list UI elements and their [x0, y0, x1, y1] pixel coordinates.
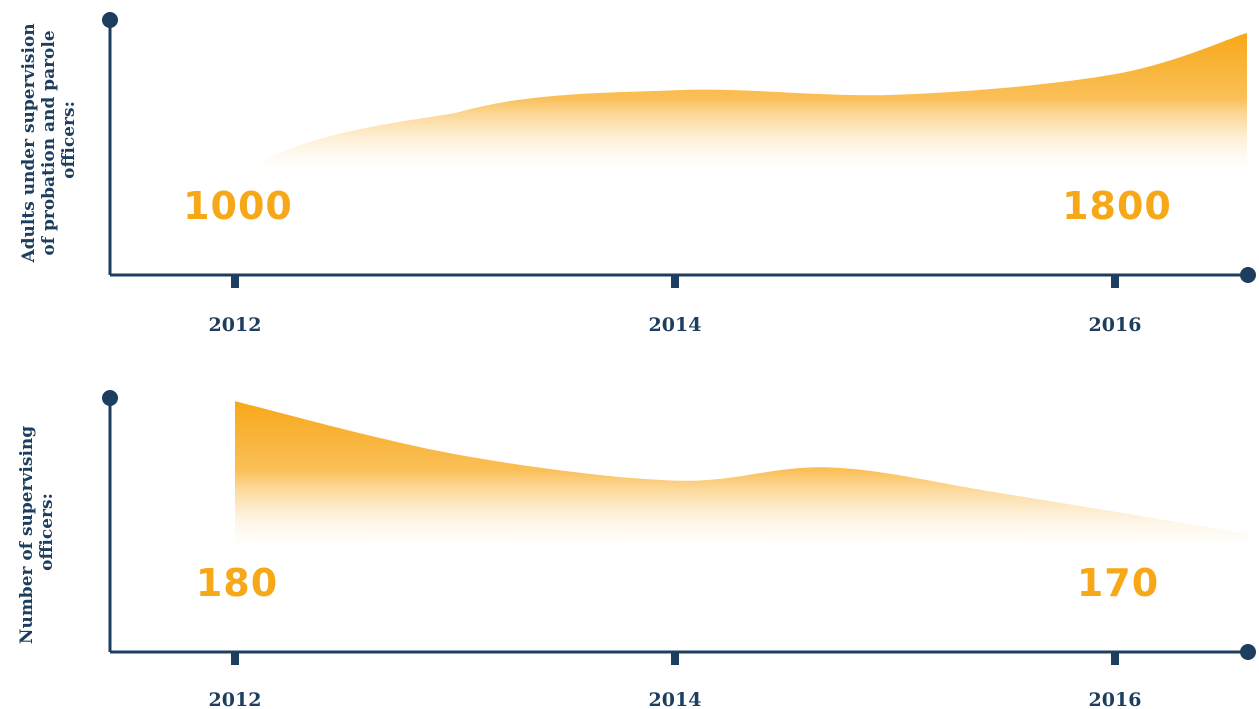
- y-axis-label-line: Adults under supervision: [19, 23, 39, 263]
- start-value-label: 180: [196, 561, 278, 605]
- y-axis-end-dot: [102, 12, 118, 28]
- end-value-label: 170: [1077, 561, 1159, 605]
- start-value-label: 1000: [183, 184, 293, 228]
- x-tick-mark: [1111, 652, 1119, 665]
- y-axis-label-line: officers:: [37, 493, 57, 571]
- x-axis-end-dot: [1240, 267, 1256, 283]
- x-tick-mark: [231, 275, 239, 288]
- x-tick-label: 2012: [209, 689, 262, 709]
- y-axis-label: Number of supervising officers:: [17, 420, 57, 644]
- y-axis-end-dot: [102, 390, 118, 406]
- x-tick-mark: [1111, 275, 1119, 288]
- x-tick-label: 2016: [1089, 689, 1142, 709]
- x-tick-label: 2012: [209, 314, 262, 336]
- x-tick-label: 2016: [1089, 314, 1142, 336]
- end-value-label: 1800: [1062, 184, 1172, 228]
- y-axis-label-line: of probation and parole: [39, 30, 59, 255]
- x-tick-mark: [671, 652, 679, 665]
- y-axis-label: Adults under supervision of probation an…: [19, 17, 79, 263]
- area-series: [235, 401, 1247, 555]
- chart-adults-supervision: Adults under supervision of probation an…: [19, 12, 1256, 336]
- y-axis-label-line: Number of supervising: [17, 426, 37, 644]
- x-tick-mark: [671, 275, 679, 288]
- x-tick-mark: [231, 652, 239, 665]
- area-series: [235, 32, 1247, 178]
- x-tick-label: 2014: [649, 314, 702, 336]
- x-tick-label: 2014: [649, 689, 702, 709]
- chart-supervising-officers: Number of supervising officers: 2012 201…: [17, 390, 1256, 709]
- x-axis-end-dot: [1240, 644, 1256, 660]
- y-axis-label-line: officers:: [59, 101, 79, 179]
